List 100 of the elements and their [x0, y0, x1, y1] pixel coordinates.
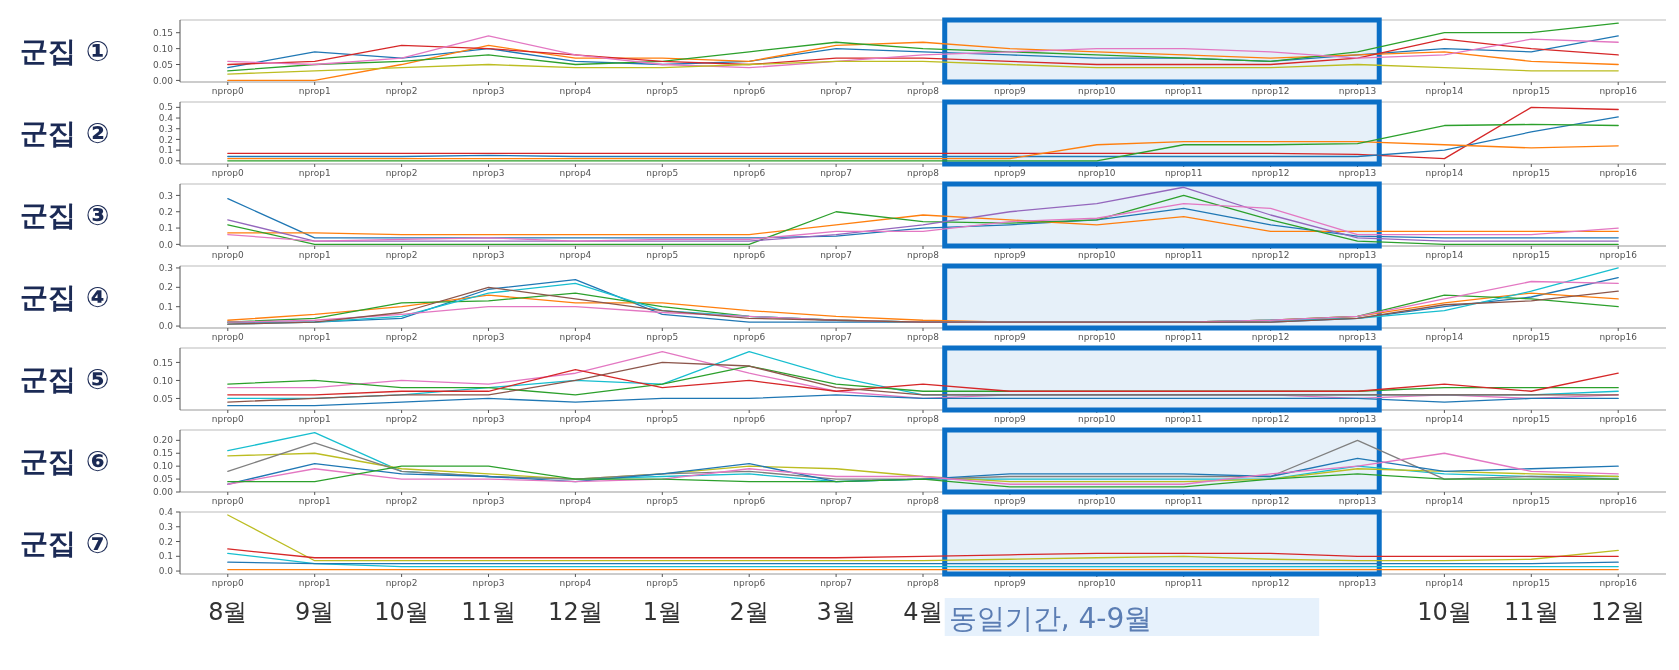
x-tick-label: nprop16 [1599, 578, 1638, 588]
x-tick-label: nprop10 [1078, 86, 1116, 96]
x-tick-label: nprop5 [646, 332, 679, 342]
x-tick-label: nprop11 [1164, 250, 1203, 260]
x-tick-label: nprop5 [646, 250, 679, 260]
x-tick-label: nprop15 [1512, 578, 1551, 588]
x-tick-label: nprop3 [472, 86, 505, 96]
text: 군집 ① [20, 35, 110, 68]
x-tick-label: nprop12 [1251, 86, 1290, 96]
x-tick-label: nprop12 [1251, 250, 1290, 260]
y-tick-label: 0.3 [158, 190, 173, 201]
x-tick-label: nprop10 [1078, 578, 1116, 588]
x-tick-label: nprop1 [298, 86, 331, 96]
x-tick-label: nprop14 [1425, 496, 1464, 506]
x-tick-label: nprop2 [385, 578, 418, 588]
x-tick-label: nprop9 [993, 496, 1027, 506]
x-tick-label: nprop6 [733, 168, 766, 178]
y-tick-label: 0.20 [152, 435, 174, 446]
x-tick-label: nprop1 [298, 414, 331, 424]
x-tick-label: nprop11 [1164, 168, 1203, 178]
text: 11월 [461, 598, 516, 626]
x-tick-label: nprop12 [1251, 332, 1290, 342]
x-tick-label: nprop7 [820, 250, 853, 260]
text: 군집 ② [20, 117, 110, 150]
text: 군집 ⑤ [20, 363, 110, 396]
x-tick-label: nprop8 [907, 250, 940, 260]
x-tick-label: nprop2 [385, 250, 418, 260]
x-tick-label: nprop8 [907, 168, 940, 178]
y-tick-label: 0.0 [158, 155, 174, 166]
y-tick-label: 0.1 [158, 145, 173, 156]
y-tick-label: 0.05 [152, 393, 173, 404]
x-tick-label: nprop5 [646, 168, 679, 178]
x-tick-label: nprop14 [1425, 578, 1464, 588]
x-tick-label: nprop0 [211, 496, 244, 506]
x-tick-label: nprop11 [1164, 414, 1203, 424]
x-tick-label: nprop4 [559, 86, 592, 96]
y-tick-label: 0.5 [158, 102, 173, 113]
y-tick-label: 0.3 [158, 521, 173, 532]
x-tick-label: nprop7 [820, 414, 853, 424]
x-tick-label: nprop4 [559, 496, 592, 506]
x-tick-label: nprop14 [1425, 414, 1464, 424]
x-tick-label: nprop14 [1425, 332, 1464, 342]
text: 8월 [208, 598, 248, 626]
x-tick-label: nprop3 [472, 168, 505, 178]
x-tick-label: nprop4 [559, 332, 592, 342]
text: 군집 ④ [20, 281, 110, 314]
x-tick-label: nprop14 [1425, 86, 1464, 96]
x-tick-label: nprop2 [385, 414, 418, 424]
x-tick-label: nprop5 [646, 86, 679, 96]
x-tick-label: nprop3 [472, 332, 505, 342]
x-tick-label: nprop13 [1338, 332, 1377, 342]
y-tick-label: 0.2 [158, 206, 173, 217]
band-label: 동일기간, 4-9월 [948, 602, 1153, 635]
x-tick-label: nprop1 [298, 250, 331, 260]
x-tick-label: nprop7 [820, 332, 853, 342]
x-tick-label: nprop4 [559, 250, 592, 260]
y-tick-label: 0.3 [158, 123, 173, 134]
x-tick-label: nprop2 [385, 332, 418, 342]
x-tick-label: nprop6 [733, 578, 766, 588]
x-tick-label: nprop15 [1512, 250, 1551, 260]
x-tick-label: nprop10 [1078, 496, 1116, 506]
x-tick-label: nprop1 [298, 578, 331, 588]
x-tick-label: nprop1 [298, 332, 331, 342]
text: 11월 [1504, 598, 1559, 626]
y-tick-label: 0.1 [158, 223, 173, 234]
y-tick-label: 0.1 [158, 301, 173, 312]
x-tick-label: nprop8 [907, 578, 940, 588]
text: 1월 [642, 598, 682, 626]
x-tick-label: nprop2 [385, 496, 418, 506]
x-tick-label: nprop0 [211, 414, 244, 424]
x-tick-label: nprop16 [1599, 86, 1638, 96]
x-tick-label: nprop13 [1338, 86, 1377, 96]
text: 9월 [295, 598, 335, 626]
y-tick-label: 0.2 [158, 282, 173, 293]
x-tick-label: nprop11 [1164, 578, 1203, 588]
x-tick-label: nprop8 [907, 332, 940, 342]
x-tick-label: nprop9 [993, 332, 1027, 342]
x-tick-label: nprop16 [1599, 496, 1638, 506]
x-tick-label: nprop9 [993, 578, 1027, 588]
x-tick-label: nprop14 [1425, 168, 1464, 178]
x-tick-label: nprop0 [211, 578, 244, 588]
x-tick-label: nprop0 [211, 168, 244, 178]
x-tick-label: nprop11 [1164, 86, 1203, 96]
x-tick-label: nprop13 [1338, 250, 1377, 260]
x-tick-label: nprop9 [993, 250, 1027, 260]
text: 4월 [903, 598, 943, 626]
text: 12월 [548, 598, 603, 626]
x-tick-label: nprop4 [559, 578, 592, 588]
text: 10월 [374, 598, 429, 626]
x-tick-label: nprop8 [907, 414, 940, 424]
y-tick-label: 0.1 [158, 551, 173, 562]
x-tick-label: nprop7 [820, 168, 853, 178]
x-tick-label: nprop4 [559, 414, 592, 424]
y-tick-label: 0.15 [152, 27, 173, 38]
x-tick-label: nprop6 [733, 332, 766, 342]
x-tick-label: nprop13 [1338, 414, 1377, 424]
y-tick-label: 0.0 [158, 239, 174, 250]
x-tick-label: nprop8 [907, 86, 940, 96]
x-tick-label: nprop12 [1251, 578, 1290, 588]
x-tick-label: nprop15 [1512, 414, 1551, 424]
